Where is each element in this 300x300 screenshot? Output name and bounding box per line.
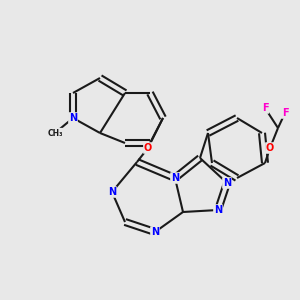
- Text: N: N: [108, 187, 116, 197]
- Text: N: N: [171, 173, 179, 183]
- Text: F: F: [262, 103, 268, 113]
- Text: F: F: [282, 108, 288, 118]
- Text: N: N: [214, 205, 222, 215]
- Text: CH₃: CH₃: [47, 128, 63, 137]
- Text: N: N: [69, 113, 77, 123]
- Text: N: N: [223, 178, 231, 188]
- Text: O: O: [144, 143, 152, 153]
- Text: N: N: [151, 227, 159, 237]
- Text: O: O: [266, 143, 274, 153]
